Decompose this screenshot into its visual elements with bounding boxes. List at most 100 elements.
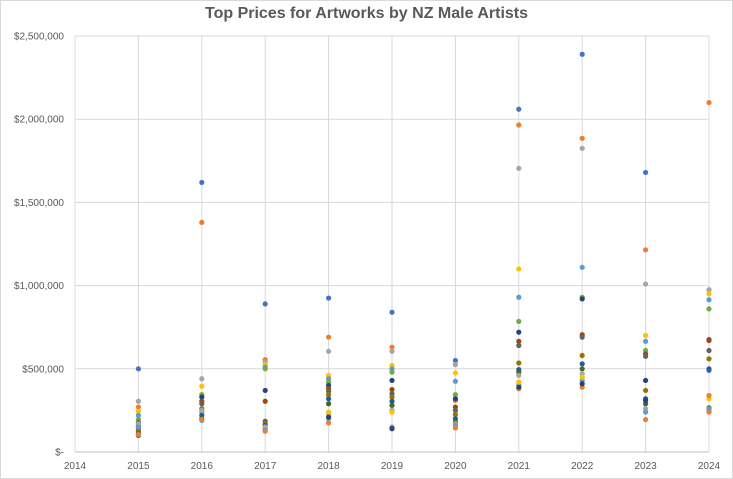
data-point xyxy=(389,409,395,415)
data-point xyxy=(579,361,585,367)
data-point xyxy=(326,414,332,420)
data-point xyxy=(262,398,268,404)
x-tick-label: 2019 xyxy=(381,461,404,472)
x-tick-label: 2014 xyxy=(64,461,87,472)
data-point xyxy=(326,391,332,398)
data-point xyxy=(579,264,585,270)
data-point xyxy=(452,396,458,402)
x-tick-label: 2015 xyxy=(127,461,150,472)
data-point xyxy=(516,338,522,344)
data-point xyxy=(706,347,712,354)
data-point xyxy=(579,334,585,340)
data-point xyxy=(326,396,332,402)
data-point xyxy=(579,374,585,380)
x-tick-label: 2016 xyxy=(191,461,214,472)
data-point xyxy=(706,99,712,106)
data-point xyxy=(706,366,712,372)
data-point xyxy=(452,362,458,368)
data-point xyxy=(706,297,712,303)
y-tick-label: $500,000 xyxy=(22,364,64,375)
x-tick-label: 2022 xyxy=(571,461,594,472)
data-point xyxy=(643,281,649,287)
data-point xyxy=(199,401,205,407)
data-point xyxy=(643,416,649,423)
data-point xyxy=(389,344,395,350)
data-point xyxy=(516,165,522,171)
data-point xyxy=(452,378,458,384)
data-point xyxy=(643,332,649,339)
data-point xyxy=(706,291,712,297)
data-point xyxy=(389,398,395,404)
data-point xyxy=(516,360,522,366)
data-point xyxy=(643,247,649,253)
data-point xyxy=(326,401,332,407)
data-point xyxy=(452,370,458,376)
y-tick-labels: $- $500,000 $1,000,000 $1,500,000 $2,000,000… xyxy=(14,32,64,459)
data-point xyxy=(643,377,649,384)
data-point xyxy=(516,372,522,379)
data-point xyxy=(516,106,522,112)
data-point xyxy=(199,383,205,389)
data-point xyxy=(516,329,522,335)
x-tick-label: 2020 xyxy=(444,461,467,472)
data-point xyxy=(135,404,141,410)
data-point xyxy=(326,409,332,415)
data-point xyxy=(389,348,395,354)
data-point xyxy=(262,366,268,372)
data-point xyxy=(706,306,712,312)
data-point xyxy=(326,295,332,301)
data-point xyxy=(516,379,522,385)
data-point xyxy=(135,412,141,418)
data-point xyxy=(199,219,205,225)
x-tick-label: 2017 xyxy=(254,461,277,472)
data-point xyxy=(516,318,522,324)
data-point xyxy=(516,266,522,272)
data-point xyxy=(262,301,268,307)
data-point xyxy=(579,366,585,372)
data-point xyxy=(643,169,649,176)
data-point xyxy=(326,348,332,354)
data-point xyxy=(579,135,585,141)
data-point xyxy=(135,398,141,404)
data-point xyxy=(452,411,458,418)
data-point xyxy=(452,391,458,398)
data-point xyxy=(389,402,395,409)
x-tick-label: 2024 xyxy=(698,461,721,472)
data-point xyxy=(135,408,141,414)
data-point xyxy=(579,51,585,57)
data-point xyxy=(199,394,205,400)
data-point xyxy=(643,409,649,415)
data-point xyxy=(706,287,712,293)
data-point xyxy=(389,309,395,315)
data-point xyxy=(199,179,205,186)
data-point xyxy=(326,334,332,340)
data-point xyxy=(516,122,522,128)
data-point xyxy=(452,407,458,413)
data-point xyxy=(262,387,268,394)
data-point xyxy=(135,431,141,438)
data-point xyxy=(326,420,332,426)
x-tick-label: 2023 xyxy=(634,461,657,472)
data-point xyxy=(389,426,395,432)
y-tick-label: $1,000,000 xyxy=(14,281,64,292)
data-point xyxy=(199,416,205,423)
data-point xyxy=(389,377,395,384)
data-point xyxy=(579,296,585,302)
data-point xyxy=(199,376,205,382)
data-point xyxy=(579,145,585,151)
data-point xyxy=(135,424,141,430)
y-tick-label: $- xyxy=(55,448,64,459)
x-tick-label: 2021 xyxy=(508,461,531,472)
data-point xyxy=(706,337,712,344)
data-point xyxy=(579,352,585,359)
data-point xyxy=(643,353,649,359)
x-tick-label: 2018 xyxy=(317,461,340,472)
data-point xyxy=(516,294,522,300)
data-point xyxy=(389,369,395,375)
data-point xyxy=(643,387,649,394)
x-tick-labels: 2014 2015 2016 2017 2018 2019 2020 2021 2022 2023… xyxy=(64,461,721,472)
data-point xyxy=(516,342,522,349)
data-point xyxy=(643,338,649,344)
